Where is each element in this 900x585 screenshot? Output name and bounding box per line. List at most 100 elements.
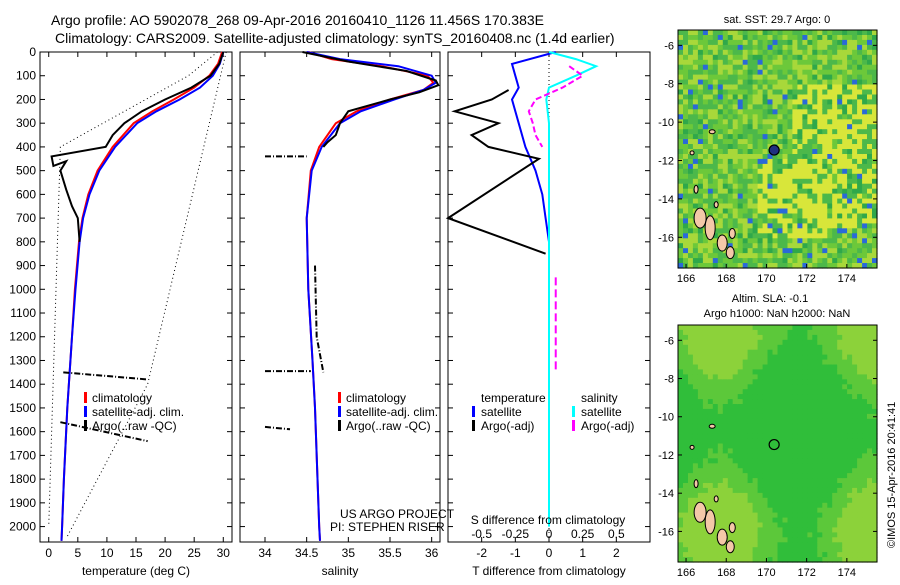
map-cell — [732, 158, 739, 165]
map-cell — [752, 168, 759, 175]
map-cell — [827, 154, 833, 160]
map-cell — [872, 208, 878, 215]
map-cell — [702, 79, 709, 86]
map-cell — [847, 399, 853, 405]
map-cell — [862, 344, 868, 351]
map-cell — [722, 173, 729, 180]
map-cell — [837, 163, 843, 170]
map-cell — [683, 453, 689, 459]
map-cell — [757, 522, 764, 528]
map-cell — [802, 399, 808, 405]
map-cell — [683, 374, 689, 380]
map-cell — [737, 84, 744, 91]
map-cell — [862, 369, 868, 375]
map-cell — [837, 522, 843, 528]
map-cell — [842, 213, 848, 220]
map-cell — [757, 483, 764, 489]
map-cell — [852, 104, 858, 110]
map-cell — [688, 228, 694, 234]
map-cell — [832, 59, 838, 66]
map-cell — [732, 369, 739, 375]
island-shape — [693, 207, 707, 229]
map-cell — [678, 30, 684, 36]
map-cell — [678, 134, 684, 140]
map-cell — [737, 188, 744, 195]
map-cell — [827, 54, 833, 61]
map-cell — [842, 512, 848, 519]
map-cell — [827, 339, 833, 346]
map-cell — [867, 507, 873, 514]
map-cell — [797, 54, 803, 61]
map-cell — [732, 173, 739, 180]
map-cell — [812, 208, 818, 215]
map-cell — [727, 35, 734, 41]
map-cell — [742, 258, 749, 264]
map-cell — [847, 94, 853, 101]
map-cell — [707, 453, 714, 459]
map-cell — [678, 532, 684, 538]
map-cell — [777, 423, 784, 430]
map-cell — [862, 109, 868, 115]
map-cell — [697, 334, 704, 341]
map-cell — [688, 423, 694, 430]
map-cell — [822, 522, 828, 528]
argo-raw-segment — [60, 421, 148, 443]
map-cell — [767, 173, 774, 180]
map-cell — [688, 492, 694, 499]
map-cell — [787, 522, 794, 528]
map-cell — [757, 213, 764, 220]
map-cell — [737, 74, 744, 81]
map-cell — [792, 379, 798, 385]
map-cell — [812, 203, 818, 210]
map-cell — [742, 512, 749, 519]
map-cell — [817, 443, 823, 449]
map-cell — [857, 359, 863, 366]
map-cell — [782, 30, 789, 36]
map-cell — [702, 542, 709, 548]
map-cell — [857, 124, 863, 130]
temperature-xlabel: temperature (deg C) — [82, 564, 190, 578]
map-cell — [862, 54, 868, 61]
map-cell — [688, 59, 694, 66]
map-cell — [737, 248, 744, 254]
map-cell — [812, 218, 818, 224]
map-cell — [707, 458, 714, 464]
map-cell — [817, 532, 823, 538]
map-cell — [702, 104, 709, 110]
map-cell — [792, 483, 798, 489]
map-cell — [777, 44, 784, 51]
map-cell — [742, 124, 749, 130]
map-cell — [777, 94, 784, 101]
island-shape — [728, 522, 736, 534]
map-cell — [697, 433, 704, 440]
x-tick-label: 20 — [158, 546, 172, 560]
map-cell — [782, 438, 789, 445]
map-cell — [707, 193, 714, 200]
map-cell — [742, 542, 749, 548]
map-cell — [717, 364, 724, 370]
map-cell — [712, 448, 719, 454]
map-cell — [872, 193, 878, 200]
map-cell — [747, 473, 754, 479]
map-cell — [802, 158, 808, 165]
map-cell — [817, 334, 823, 341]
map-cell — [707, 79, 714, 86]
map-cell — [807, 458, 813, 464]
map-cell — [832, 99, 838, 105]
map-cell — [692, 30, 699, 36]
map-cell — [847, 522, 853, 528]
map-cell — [792, 497, 798, 504]
map-cell — [752, 94, 759, 101]
y-tick-label: -6 — [664, 335, 674, 347]
map-cell — [772, 253, 779, 259]
map-cell — [797, 329, 803, 336]
map-cell — [683, 487, 689, 494]
map-cell — [832, 243, 838, 249]
map-cell — [692, 49, 699, 56]
map-cell — [683, 134, 689, 140]
map-cell — [722, 163, 729, 170]
map-cell — [852, 39, 858, 46]
map-cell — [867, 359, 873, 366]
pi-annotation: PI: STEPHEN RISER — [330, 520, 445, 534]
map-cell — [827, 443, 833, 449]
